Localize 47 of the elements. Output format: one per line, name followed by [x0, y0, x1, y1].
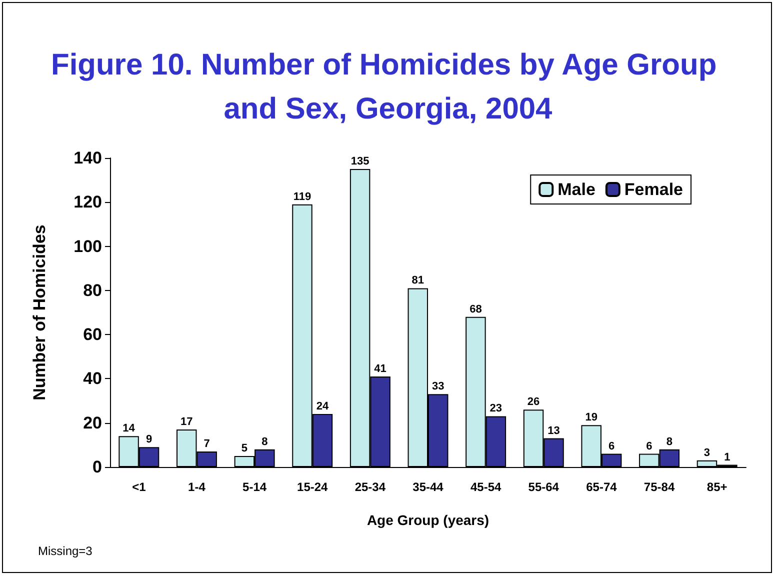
data-label: 26 — [527, 396, 540, 408]
x-tick-label: 65-74 — [586, 480, 618, 494]
text: Missing=3 — [38, 544, 93, 558]
data-label: 9 — [146, 434, 152, 446]
y-tick-label: 20 — [83, 413, 102, 432]
data-label: 19 — [585, 412, 598, 424]
y-tick-label: 60 — [83, 325, 102, 344]
legend-label: Male — [558, 180, 596, 199]
y-tick-label: 80 — [83, 280, 102, 300]
data-label: 8 — [262, 436, 268, 448]
y-tick-label: 100 — [74, 236, 102, 256]
x-axis-title: Age Group (years) — [366, 512, 490, 528]
y-tick-label: 0 — [92, 458, 102, 476]
data-label: 13 — [548, 424, 560, 437]
x-tick-label: 55-64 — [528, 480, 560, 494]
x-tick-label: <1 — [132, 480, 146, 494]
data-label: 17 — [180, 416, 193, 428]
x-tick-label: 85+ — [706, 480, 728, 494]
data-label: 119 — [293, 190, 312, 203]
chart-title: Figure 10. Number of Homicides by Age Group and Sex, Georgia, 2004 — [51, 48, 725, 126]
data-label: 6 — [608, 440, 615, 452]
data-label: 23 — [490, 402, 502, 415]
x-tick-label: 5-14 — [242, 480, 267, 494]
x-tick-label: 75-84 — [644, 480, 675, 494]
x-tick-label: 15-24 — [297, 480, 328, 494]
data-label: 41 — [374, 363, 386, 376]
data-label: 7 — [204, 438, 210, 450]
x-tick-label: 25-34 — [354, 480, 386, 494]
data-label: 8 — [666, 436, 672, 448]
data-label: 3 — [704, 446, 710, 459]
legend-label: Female — [624, 180, 684, 199]
data-label: 14 — [122, 422, 136, 435]
x-tick-label: 45-54 — [470, 480, 502, 494]
data-label: 1 — [724, 451, 730, 464]
data-label: 68 — [470, 303, 482, 316]
y-axis-title: Number of Homicides — [30, 224, 49, 400]
data-label: 33 — [432, 380, 444, 393]
x-tick-label: 35-44 — [412, 480, 444, 494]
data-label: 81 — [412, 274, 424, 287]
x-tick-label: 1-4 — [188, 480, 206, 494]
data-label: 135 — [350, 156, 370, 168]
y-tick-label: 120 — [74, 192, 102, 212]
data-label: 24 — [316, 400, 330, 413]
y-tick-label: 140 — [74, 148, 102, 168]
data-label: 5 — [241, 442, 248, 454]
data-label: 6 — [646, 440, 652, 452]
y-tick-label: 40 — [83, 369, 102, 388]
